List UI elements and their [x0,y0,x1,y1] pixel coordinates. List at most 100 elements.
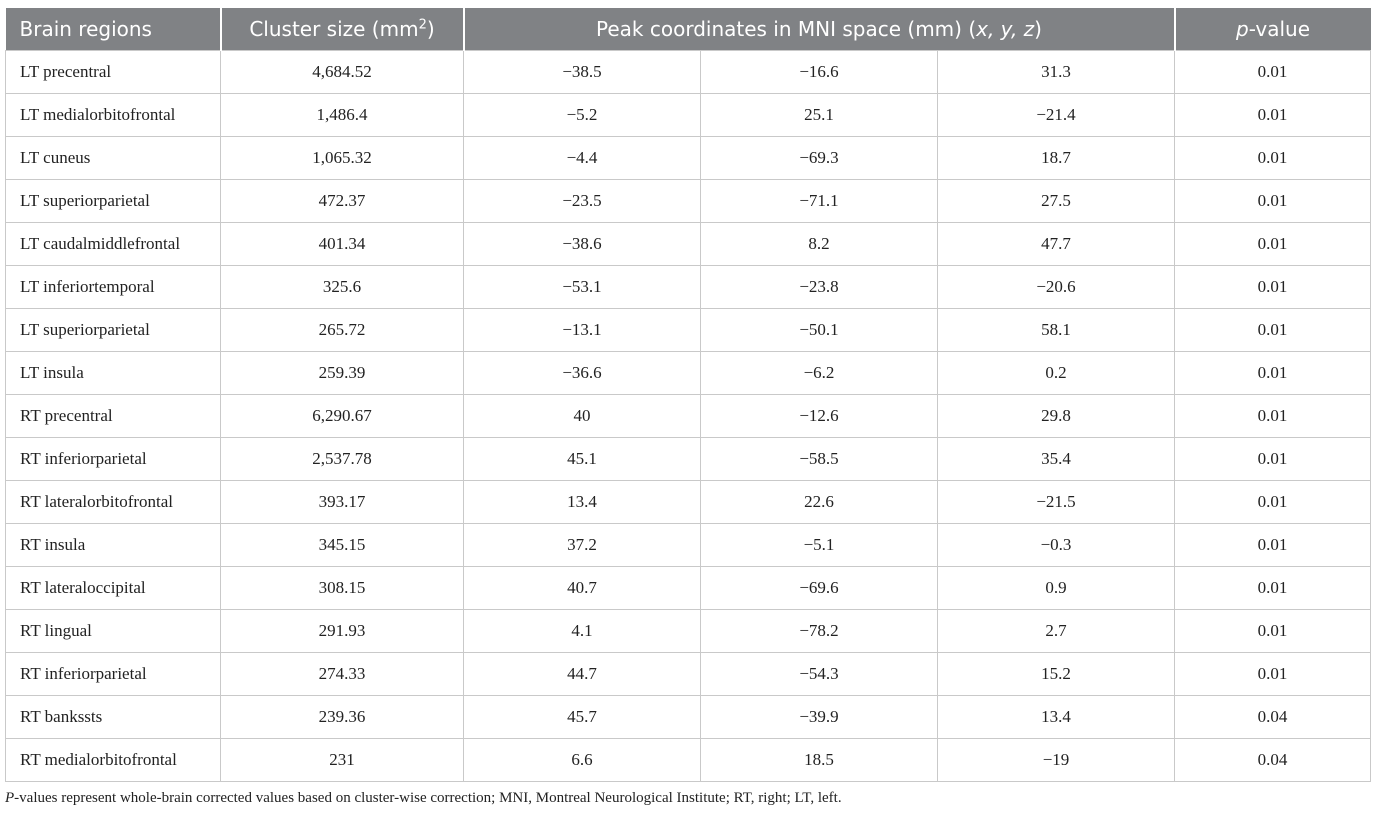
table-cell: 231 [220,738,464,782]
table-cell: LT cuneus [5,136,221,180]
table-cell: −0.3 [937,523,1175,567]
table-row: RT inferiorparietal 274.33 44.7 −54.3 15.2 0.… [5,652,1371,696]
table-row: LT superiorparietal 472.37 −23.5 −71.1 27.5 0… [5,179,1371,223]
table-cell: 6,290.67 [220,394,464,438]
table-cell: −38.5 [463,50,701,94]
table-cell: −58.5 [700,437,938,481]
table-cell: RT bankssts [5,695,221,739]
footnote: P-values represent whole-brain corrected… [5,790,1370,807]
table-cell: −4.4 [463,136,701,180]
table-cell: LT superiorparietal [5,179,221,223]
table-cell: −16.6 [700,50,938,94]
footnote-text: -values represent whole-brain corrected … [14,790,842,806]
header-cell: Brain regions [5,8,221,51]
table-cell: 40.7 [463,566,701,610]
header-text: ) [426,17,435,41]
table-row: RT medialorbitofrontal 231 6.6 18.5 −19 0.04 [5,738,1371,782]
header-superscript: 2 [418,17,427,33]
table-cell: −50.1 [700,308,938,352]
table-cell: LT insula [5,351,221,395]
table-row: LT inferiortemporal 325.6 −53.1 −23.8 −20.6 0… [5,265,1371,309]
table-row: LT caudalmiddlefrontal 401.34 −38.6 8.2 47.7… [5,222,1371,266]
table-cell: 37.2 [463,523,701,567]
table-cell: 13.4 [937,695,1175,739]
table-cell: 0.01 [1174,308,1371,352]
table-cell: 0.01 [1174,609,1371,653]
table-cell: 1,065.32 [220,136,464,180]
table-body: LT precentral 4,684.52 −38.5 −16.6 31.3 0.01 L… [5,50,1371,782]
header-italic: x, y, z [976,17,1035,41]
header-text: Cluster size (mm [249,17,419,41]
table-cell: −69.3 [700,136,938,180]
header-cell: Peak coordinates in MNI space (mm) (x, y… [462,8,1175,51]
table-cell: 45.1 [463,437,701,481]
table-cell: −36.6 [463,351,701,395]
table-cell: 18.5 [700,738,938,782]
table-cell: 47.7 [937,222,1175,266]
table-cell: 0.01 [1174,523,1371,567]
table-row: RT lateraloccipital 308.15 40.7 −69.6 0.9 0.0… [5,566,1371,610]
header-cell: p-value [1173,8,1371,51]
header-text: -value [1248,17,1310,41]
table-cell: 0.01 [1174,50,1371,94]
table-cell: 0.9 [937,566,1175,610]
table-cell: 393.17 [220,480,464,524]
table-row: RT precentral 6,290.67 40 −12.6 29.8 0.01 [5,394,1371,438]
table-row: RT inferiorparietal 2,537.78 45.1 −58.5 35.4… [5,437,1371,481]
table-cell: −5.1 [700,523,938,567]
table-cell: LT superiorparietal [5,308,221,352]
table-cell: 58.1 [937,308,1175,352]
header-row: Brain regions Cluster size (mm2) Peak co… [5,8,1371,51]
table-cell: 265.72 [220,308,464,352]
table-cell: 0.01 [1174,351,1371,395]
table-cell: 0.01 [1174,93,1371,137]
table-row: LT insula 259.39 −36.6 −6.2 0.2 0.01 [5,351,1371,395]
table-cell: LT inferiortemporal [5,265,221,309]
table-cell: 27.5 [937,179,1175,223]
table-cell: LT medialorbitofrontal [5,93,221,137]
table-cell: 274.33 [220,652,464,696]
table-cell: 259.39 [220,351,464,395]
table-cell: −39.9 [700,695,938,739]
table-cell: 325.6 [220,265,464,309]
table-cell: RT medialorbitofrontal [5,738,221,782]
table-cell: 4.1 [463,609,701,653]
table-row: LT medialorbitofrontal 1,486.4 −5.2 25.1 −21… [5,93,1371,137]
table-cell: 472.37 [220,179,464,223]
table-cell: −21.5 [937,480,1175,524]
table-cell: −23.8 [700,265,938,309]
table-cell: 0.01 [1174,136,1371,180]
table-row: RT insula 345.15 37.2 −5.1 −0.3 0.01 [5,523,1371,567]
table-cell: 0.01 [1174,566,1371,610]
table-cell: 25.1 [700,93,938,137]
table-cell: LT precentral [5,50,221,94]
table-cell: −54.3 [700,652,938,696]
table-cell: 0.04 [1174,738,1371,782]
header-text: Peak coordinates in MNI space (mm) ( [596,17,977,41]
table-cell: −6.2 [700,351,938,395]
header-text: Brain regions [19,17,152,41]
table-cell: 0.01 [1174,394,1371,438]
table-cell: 2.7 [937,609,1175,653]
table-cell: −13.1 [463,308,701,352]
table-row: LT precentral 4,684.52 −38.5 −16.6 31.3 0.01 [5,50,1371,94]
table-cell: −69.6 [700,566,938,610]
table-cell: −53.1 [463,265,701,309]
table-cell: RT insula [5,523,221,567]
table-cell: 44.7 [463,652,701,696]
table-cell: 291.93 [220,609,464,653]
table-cell: 22.6 [700,480,938,524]
table-row: LT cuneus 1,065.32 −4.4 −69.3 18.7 0.01 [5,136,1371,180]
table-cell: −38.6 [463,222,701,266]
table-cell: 35.4 [937,437,1175,481]
table-cell: 239.36 [220,695,464,739]
table-cell: 8.2 [700,222,938,266]
table-cell: −5.2 [463,93,701,137]
table-cell: −21.4 [937,93,1175,137]
table-cell: 6.6 [463,738,701,782]
table-row: RT lateralorbitofrontal 393.17 13.4 22.6 −21… [5,480,1371,524]
table-cell: −78.2 [700,609,938,653]
table-cell: −12.6 [700,394,938,438]
table-cell: 0.2 [937,351,1175,395]
table-cell: RT precentral [5,394,221,438]
